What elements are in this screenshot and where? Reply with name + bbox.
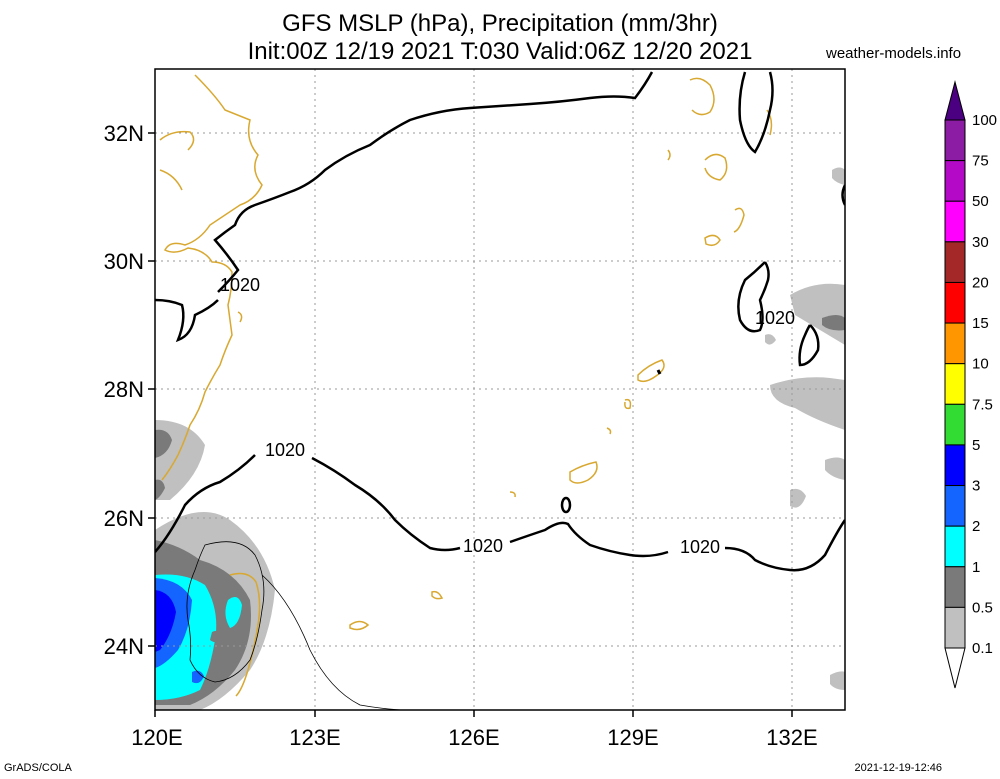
timestamp: 2021-12-19-12:46: [854, 762, 942, 774]
lat-label: 28N: [104, 377, 144, 402]
colorbar-label: 2: [972, 518, 980, 535]
axis-ticks: [148, 132, 793, 717]
lon-label: 132E: [766, 725, 817, 750]
precip-shading: [155, 167, 845, 710]
colorbar-cell: [944, 241, 966, 283]
colorbar-label: 10: [972, 356, 989, 373]
colorbar-label: 3: [972, 478, 980, 495]
colorbar-label: 50: [972, 193, 989, 210]
isobar-label: 1020: [463, 536, 503, 556]
colorbar-label: 20: [972, 274, 989, 291]
lat-lon-grid: [155, 69, 845, 710]
chart-subtitle: Init:00Z 12/19 2021 T:030 Valid:06Z 12/2…: [247, 38, 753, 65]
colorbar-cell: [944, 606, 966, 649]
colorbar-cell: [944, 566, 966, 608]
lon-label: 120E: [131, 725, 182, 750]
colorbar-label: 100: [972, 112, 997, 129]
site-credit[interactable]: weather-models.info: [826, 45, 962, 62]
colorbar-cell: [944, 119, 966, 162]
lon-label: 129E: [607, 725, 658, 750]
isobar-label: 1020: [265, 440, 305, 460]
colorbar-cell: [944, 200, 966, 243]
chart-title: GFS MSLP (hPa), Precipitation (mm/3hr): [282, 10, 718, 37]
isobars: [155, 71, 845, 572]
isobar-label: 1020: [680, 537, 720, 557]
lon-label: 123E: [289, 725, 340, 750]
colorbar-cell: [944, 444, 966, 487]
lat-label: 32N: [104, 121, 144, 146]
colorbar-label: 15: [972, 315, 989, 332]
colorbar-label: 7.5: [972, 396, 993, 413]
colorbar-cell: [944, 485, 966, 527]
lat-label: 24N: [104, 634, 144, 659]
colorbar-label: 30: [972, 234, 989, 251]
isobar-label: 1020: [220, 275, 260, 295]
colorbar-label: 5: [972, 437, 980, 454]
lat-label: 26N: [104, 506, 144, 531]
colorbar-label: 0.1: [972, 640, 993, 657]
colorbar-cell: [944, 160, 966, 202]
colorbar-cell: [944, 322, 966, 365]
colorbar-bottom-arrow: [944, 647, 966, 689]
colorbar-cell: [944, 525, 966, 568]
colorbar-label: 75: [972, 153, 989, 170]
colorbar-cell: [944, 403, 966, 446]
colorbar-label: 0.5: [972, 599, 993, 616]
colorbar-cell: [944, 363, 966, 405]
colorbar-label: 1: [972, 559, 980, 576]
colorbar-top-arrow: [944, 80, 966, 121]
colorbar: 100 75 50 30 20 15 10 7.5 5 3 2 1 0.5 0.1: [944, 80, 997, 689]
lon-label: 126E: [448, 725, 499, 750]
isobar-label: 1020: [755, 308, 795, 328]
lat-label: 30N: [104, 249, 144, 274]
coastlines: [159, 74, 773, 697]
software-credit: GrADS/COLA: [4, 762, 72, 774]
colorbar-cell: [944, 281, 966, 324]
